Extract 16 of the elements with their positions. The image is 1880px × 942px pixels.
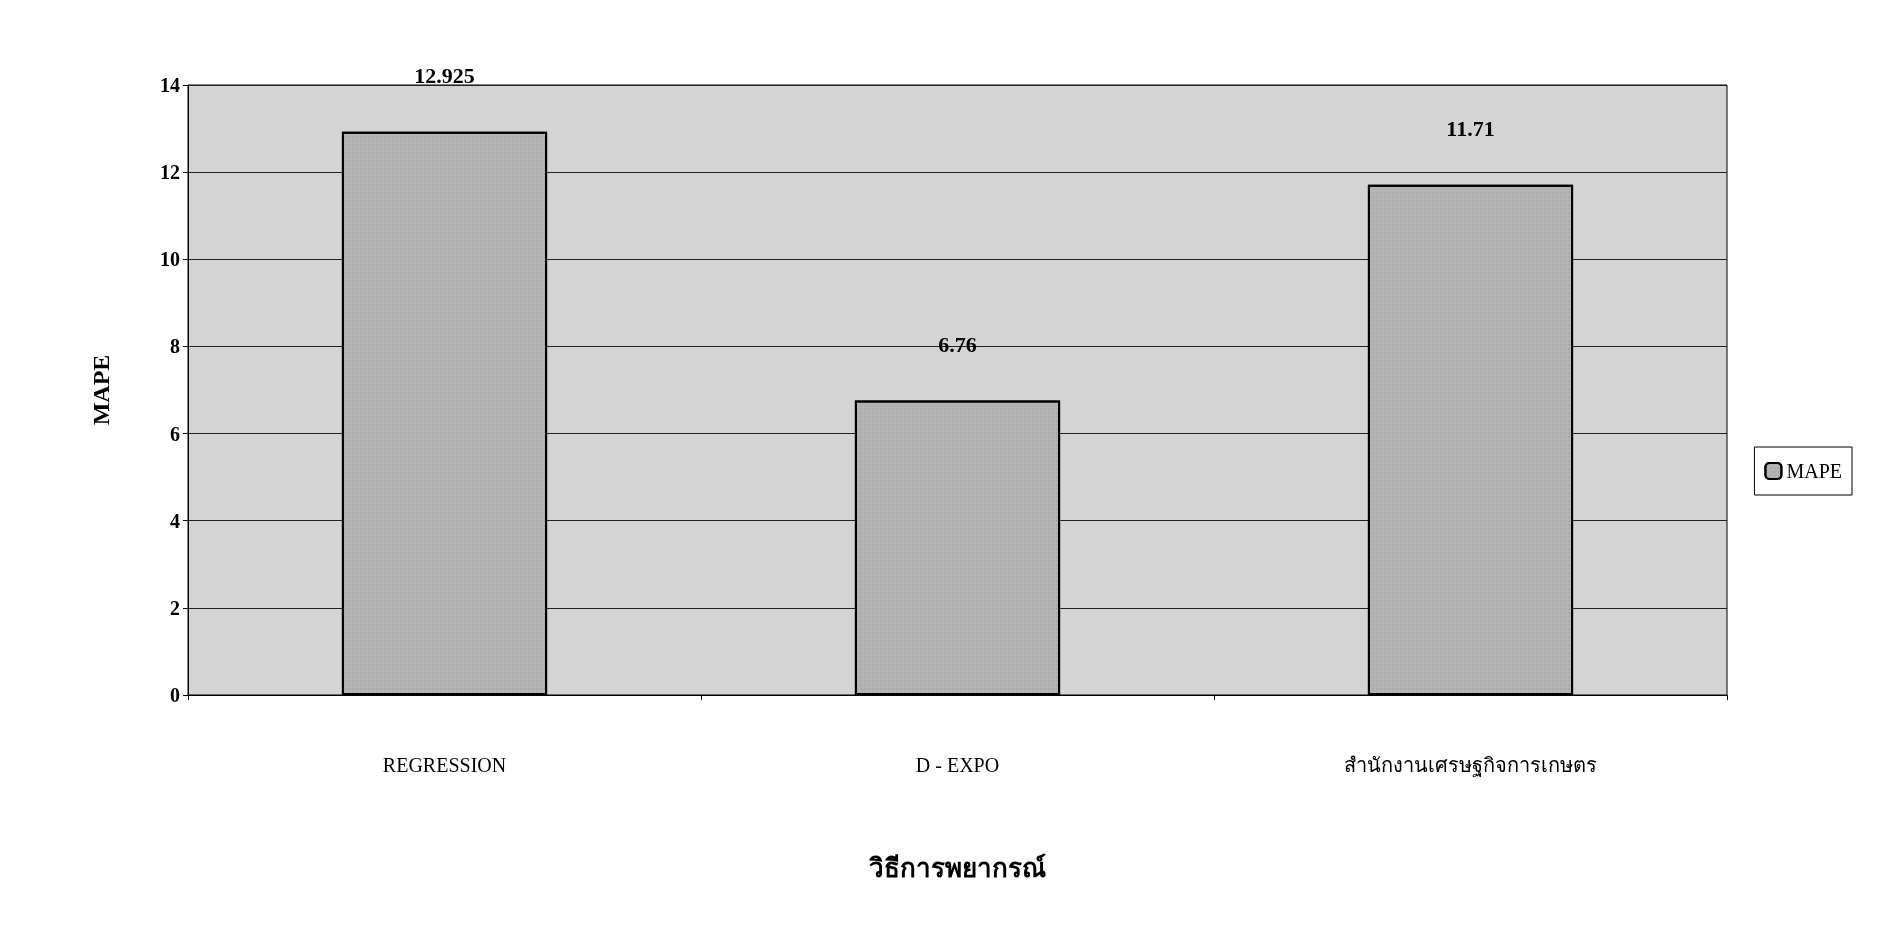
legend-label: MAPE (1786, 460, 1843, 482)
y-tick-label: 8 (170, 335, 180, 358)
y-axis-title: MAPE (88, 354, 114, 426)
y-tick-label: 4 (170, 509, 180, 532)
x-tick-label: REGRESSION (382, 754, 507, 776)
data-label: 12.925 (414, 63, 475, 89)
y-tick-label: 6 (170, 422, 180, 445)
y-tick-label: 2 (170, 596, 180, 619)
y-tick-label: 10 (160, 248, 180, 271)
y-tick-label: 12 (160, 161, 180, 184)
y-tick-label: 0 (170, 684, 180, 706)
x-tick-label: สำนักงานเศรษฐกิจการเกษตร (1344, 754, 1597, 777)
x-tick-label: D - EXPO (915, 754, 1000, 776)
data-label: 11.71 (1446, 116, 1495, 142)
x-axis-title: วิธีการพยากรณ์ (869, 852, 1046, 883)
y-tick-label: 14 (160, 74, 180, 96)
